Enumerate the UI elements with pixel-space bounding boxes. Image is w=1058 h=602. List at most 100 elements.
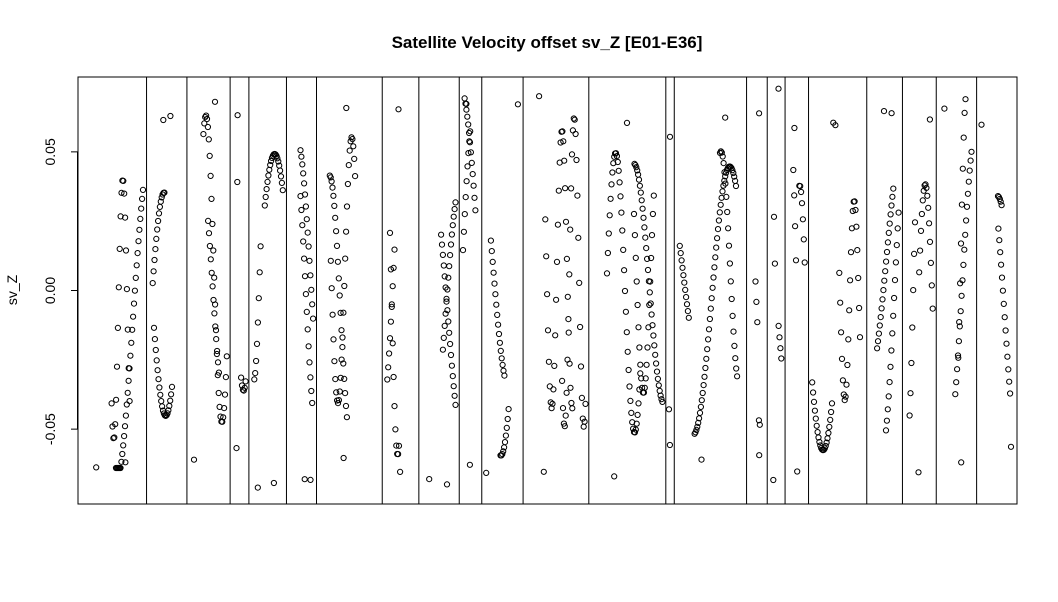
data-point xyxy=(581,418,588,425)
data-point xyxy=(877,314,884,321)
data-point xyxy=(968,148,975,155)
data-point xyxy=(223,353,230,360)
data-point xyxy=(266,166,273,173)
data-point xyxy=(754,319,761,326)
data-point xyxy=(679,264,686,271)
data-point xyxy=(722,173,729,180)
data-point xyxy=(777,345,784,352)
data-point xyxy=(658,396,665,403)
data-point xyxy=(213,336,220,343)
data-point xyxy=(615,167,622,174)
data-point xyxy=(929,305,936,312)
data-point xyxy=(445,274,452,281)
data-point xyxy=(212,301,219,308)
data-point xyxy=(254,319,261,326)
data-point xyxy=(958,459,965,466)
data-point xyxy=(341,282,348,290)
data-point xyxy=(210,247,217,254)
data-point xyxy=(880,287,887,294)
data-point xyxy=(709,284,716,291)
data-point xyxy=(549,400,556,407)
data-point xyxy=(895,209,902,216)
data-point xyxy=(648,311,655,318)
data-point xyxy=(619,227,626,234)
data-point xyxy=(952,391,959,398)
data-point xyxy=(696,409,704,416)
data-point xyxy=(1007,443,1015,450)
data-point xyxy=(800,236,807,243)
data-point xyxy=(957,308,964,315)
data-point xyxy=(676,242,683,249)
data-point xyxy=(137,215,144,222)
data-point xyxy=(631,232,639,239)
data-point xyxy=(251,376,258,383)
data-point xyxy=(136,226,143,233)
data-point xyxy=(625,366,632,374)
data-point xyxy=(211,274,218,281)
data-point xyxy=(488,248,495,255)
data-point xyxy=(116,245,123,252)
data-point xyxy=(922,181,929,188)
data-point xyxy=(956,323,963,330)
data-point xyxy=(211,98,219,105)
data-point xyxy=(603,270,611,277)
data-point xyxy=(504,415,511,423)
data-point xyxy=(154,226,161,233)
data-point xyxy=(206,242,213,250)
data-point xyxy=(301,180,308,187)
data-point xyxy=(168,383,176,390)
data-point xyxy=(775,85,782,92)
data-point xyxy=(165,407,172,414)
data-point xyxy=(637,361,644,368)
data-points xyxy=(93,85,1015,491)
data-point xyxy=(121,433,128,440)
data-point xyxy=(886,379,893,386)
data-point xyxy=(332,376,339,383)
data-point xyxy=(120,442,127,449)
data-point xyxy=(839,377,847,384)
data-point xyxy=(958,201,966,208)
data-point xyxy=(264,178,271,185)
data-point xyxy=(648,254,655,262)
data-point xyxy=(637,189,644,196)
y-tick-label: 0.00 xyxy=(42,277,58,304)
data-point xyxy=(875,330,883,337)
data-point xyxy=(623,329,630,336)
data-point xyxy=(446,329,453,336)
data-point xyxy=(494,311,501,318)
data-point xyxy=(1003,340,1010,347)
data-point xyxy=(461,95,468,102)
data-point xyxy=(233,445,240,452)
data-point xyxy=(203,115,211,123)
data-point xyxy=(605,230,612,237)
data-point xyxy=(851,198,858,205)
data-point xyxy=(124,389,131,396)
data-point xyxy=(579,415,586,422)
data-point xyxy=(636,182,644,189)
data-point xyxy=(798,200,806,207)
data-point xyxy=(649,322,656,329)
data-point xyxy=(465,121,472,128)
data-point xyxy=(810,398,818,405)
data-point xyxy=(308,387,315,395)
data-point xyxy=(571,116,578,123)
data-point xyxy=(340,360,347,367)
data-point xyxy=(298,153,305,160)
data-point xyxy=(606,212,613,219)
data-point xyxy=(466,129,473,137)
data-point xyxy=(626,383,633,390)
data-point xyxy=(234,178,241,186)
data-point xyxy=(108,400,115,407)
data-point xyxy=(395,442,403,449)
data-point xyxy=(614,158,621,166)
data-point xyxy=(666,441,674,449)
data-point xyxy=(344,180,351,188)
data-point xyxy=(955,354,962,361)
data-point xyxy=(853,223,860,230)
data-point xyxy=(718,194,725,201)
data-point xyxy=(242,378,249,385)
data-point xyxy=(720,160,727,167)
data-point xyxy=(201,120,208,127)
data-point xyxy=(966,167,973,174)
data-point xyxy=(544,327,552,334)
